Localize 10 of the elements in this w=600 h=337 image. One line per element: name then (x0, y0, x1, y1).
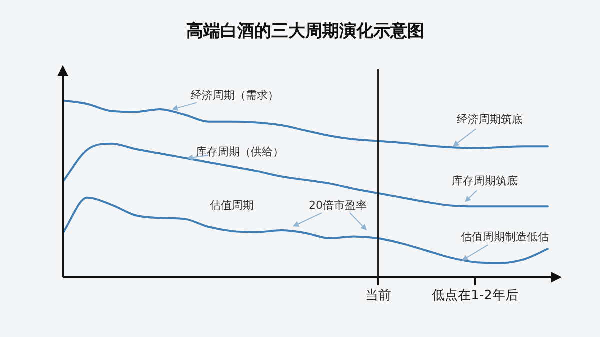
annotation: 经济周期（需求） (191, 88, 279, 102)
annotation: 估值周期制造低估 (461, 230, 549, 244)
annotation: 20倍市盈率 (309, 199, 367, 212)
annotation: 库存周期（供给） (196, 145, 284, 158)
x-tick-label: 低点在1-2年后 (432, 288, 518, 304)
x-tick-label: 当前 (365, 288, 392, 304)
annotation: 库存周期筑底 (452, 174, 518, 188)
chart-title: 高端白酒的三大周期演化示意图 (186, 22, 424, 42)
annotation: 估值周期 (210, 199, 254, 212)
annotation: 经济周期筑底 (457, 113, 523, 126)
